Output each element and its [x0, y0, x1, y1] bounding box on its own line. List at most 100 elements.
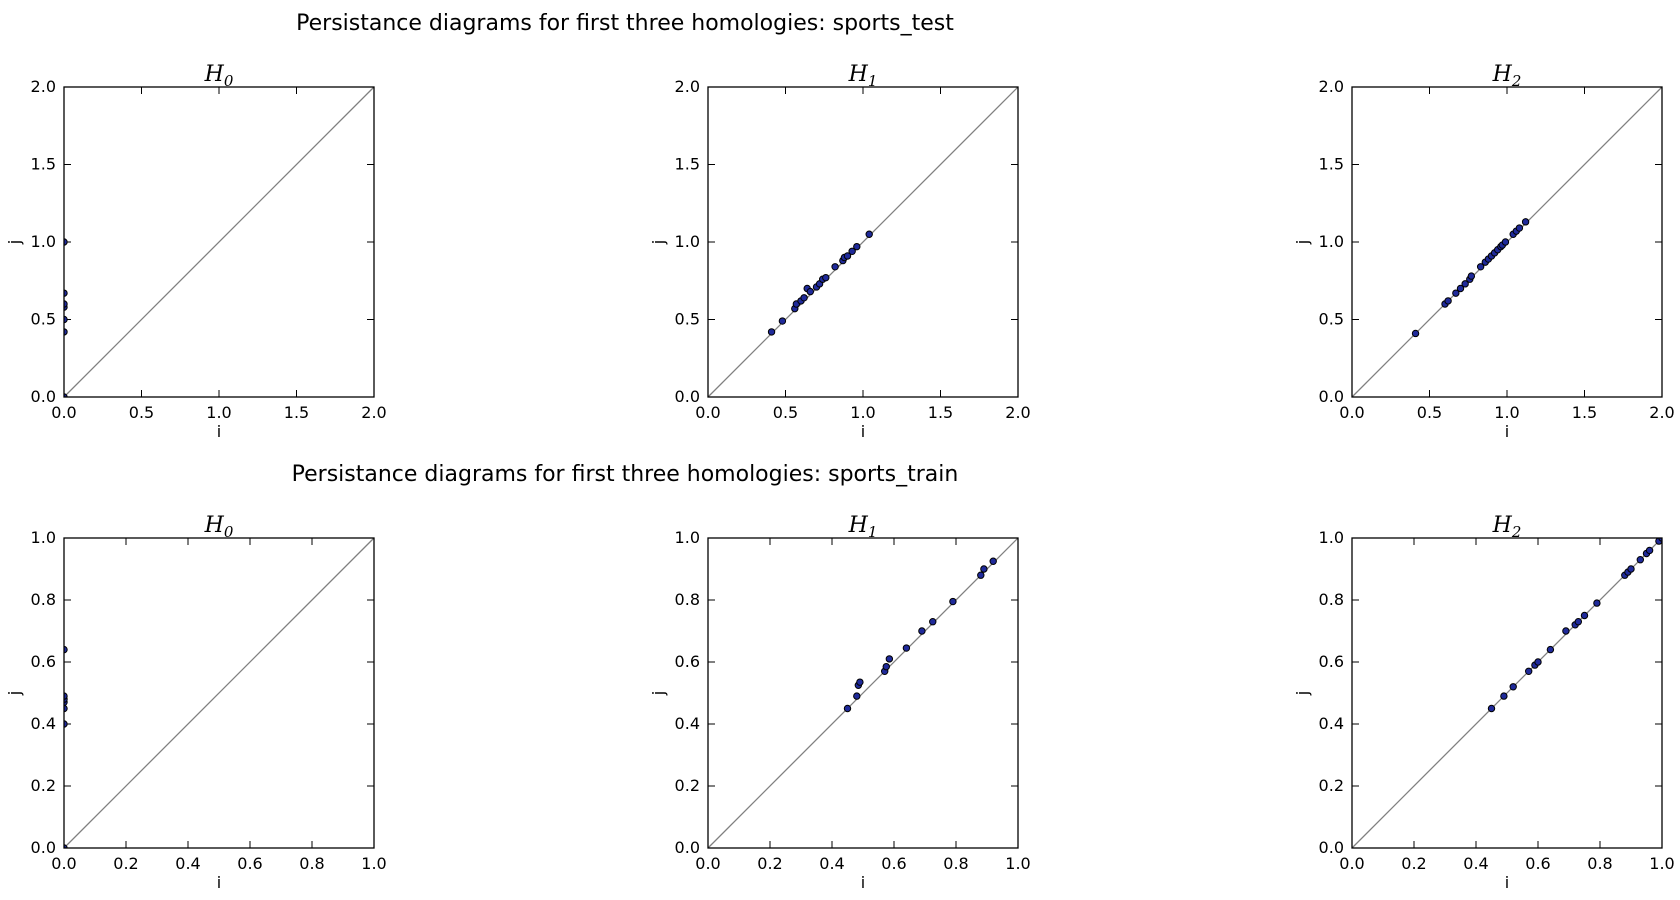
data-point	[831, 263, 839, 271]
diagonal-line	[63, 537, 375, 849]
x-axis-label: i	[1505, 422, 1509, 441]
y-tick-label: 0.4	[1319, 714, 1344, 733]
x-tick-label: 1.0	[206, 403, 231, 422]
panel-title: H2	[1492, 513, 1522, 541]
y-tick-label: 0.0	[1319, 387, 1344, 406]
diagonal-line	[1351, 537, 1663, 849]
panel-1: 0.00.0 0.5 0.5 1.0 1.0 1.5 1.5 2.0 2.0 H0 i j	[5, 62, 387, 441]
y-tick-label: 0.6	[675, 652, 700, 671]
data-point	[1546, 645, 1555, 654]
data-point	[843, 704, 852, 713]
y-axis-label: j	[649, 240, 668, 245]
x-axis-label: i	[861, 873, 865, 892]
data-point	[64, 300, 68, 308]
y-axis-label: j	[5, 691, 24, 696]
panel-title-main: H	[848, 513, 869, 538]
y-tick-label: 2.0	[675, 77, 700, 96]
points-group	[767, 230, 873, 336]
panel-4: 0.00.0 0.2 0.2 0.4 0.4 0.6 0.6 0.8 0.8 1.0 1.0 H0 i j	[5, 513, 387, 892]
panel-title: H0	[204, 62, 234, 90]
data-point	[989, 557, 997, 565]
y-tick-label: 0.8	[31, 590, 56, 609]
y-tick-label: 0.0	[1319, 838, 1344, 857]
panel-title-main: H	[1492, 62, 1513, 87]
y-tick-label: 0.6	[31, 652, 56, 671]
data-point	[949, 597, 957, 606]
data-point	[64, 289, 68, 297]
data-point	[64, 315, 68, 324]
y-tick-label: 0.5	[31, 310, 56, 329]
panel-5: 0.00.0 0.2 0.2 0.4 0.4 0.6 0.6 0.8 0.8 1.0 1.0 H1 i j	[649, 513, 1031, 892]
x-tick-label: 0.6	[237, 854, 262, 873]
x-tick-label: 0.6	[1525, 854, 1550, 873]
x-tick-label: 0.2	[757, 854, 782, 873]
plot-frame	[1351, 537, 1663, 849]
data-point	[1501, 238, 1510, 246]
data-point	[848, 247, 856, 256]
diagonal-line	[707, 86, 1019, 398]
y-tick-label: 0.2	[1319, 776, 1344, 795]
data-point	[64, 328, 68, 336]
points-group	[1411, 218, 1530, 338]
data-point	[1534, 658, 1542, 666]
data-point	[64, 704, 68, 713]
panel-2: 0.00.0 0.5 0.5 1.0 1.0 1.5 1.5 2.0 2.0 H1 i j	[649, 62, 1031, 441]
y-tick-label: 0.2	[675, 776, 700, 795]
data-point	[1562, 627, 1570, 635]
panel-title-main: H	[848, 62, 869, 87]
plot-frame	[1351, 86, 1663, 398]
data-point	[843, 252, 852, 260]
data-point	[853, 242, 861, 251]
data-point	[1636, 556, 1645, 564]
data-point	[1509, 683, 1517, 691]
y-axis-label: j	[1293, 240, 1312, 245]
panel-6: 0.00.0 0.2 0.2 0.4 0.4 0.6 0.6 0.8 0.8 1.0 1.0 H2 i j	[1293, 513, 1675, 892]
x-tick-label: 0.5	[1417, 403, 1442, 422]
x-tick-label: 0.0	[695, 403, 720, 422]
panel-title-subscript: 1	[868, 523, 878, 541]
data-point	[856, 678, 864, 686]
data-point	[980, 565, 988, 573]
y-axis-label: j	[649, 691, 668, 696]
data-point	[1574, 618, 1583, 626]
x-tick-label: 0.5	[129, 403, 154, 422]
data-point	[1627, 565, 1635, 573]
data-point	[1645, 546, 1654, 555]
x-axis-label: i	[217, 422, 221, 441]
x-tick-label: 1.0	[1494, 403, 1519, 422]
y-tick-label: 1.0	[31, 232, 56, 251]
x-tick-label: 0.0	[1339, 403, 1364, 422]
points-group	[64, 645, 68, 848]
x-tick-label: 0.0	[51, 854, 76, 873]
x-tick-label: 0.8	[299, 854, 324, 873]
x-tick-label: 0.2	[113, 854, 138, 873]
data-point	[885, 655, 894, 663]
y-tick-label: 1.0	[675, 232, 700, 251]
data-point	[1500, 692, 1508, 700]
y-tick-label: 0.8	[675, 590, 700, 609]
x-tick-label: 0.0	[1339, 854, 1364, 873]
x-tick-label: 1.0	[1649, 854, 1674, 873]
row-1-suptitle: Persistance diagrams for first three hom…	[296, 11, 954, 36]
x-tick-label: 0.0	[51, 403, 76, 422]
y-tick-label: 0.5	[1319, 310, 1344, 329]
data-point	[1452, 289, 1460, 297]
data-point	[822, 273, 830, 282]
panel-title: H1	[848, 513, 878, 541]
panels-group: 0.00.00.50.51.01.01.51.52.02.0 H0ij0.00.0…	[5, 62, 1675, 892]
panel-title: H1	[848, 62, 878, 90]
y-axis-label: j	[1293, 691, 1312, 696]
x-tick-label: 0.6	[881, 854, 906, 873]
data-point	[929, 618, 937, 626]
x-tick-label: 1.0	[850, 403, 875, 422]
x-tick-label: 2.0	[1649, 403, 1674, 422]
plot-frame	[707, 537, 1019, 849]
panel-title-main: H	[204, 513, 225, 538]
x-tick-label: 0.0	[695, 854, 720, 873]
x-tick-label: 2.0	[1005, 403, 1030, 422]
data-point	[902, 644, 911, 652]
y-tick-label: 1.5	[675, 155, 700, 174]
data-point	[918, 627, 926, 635]
data-point	[778, 317, 787, 325]
